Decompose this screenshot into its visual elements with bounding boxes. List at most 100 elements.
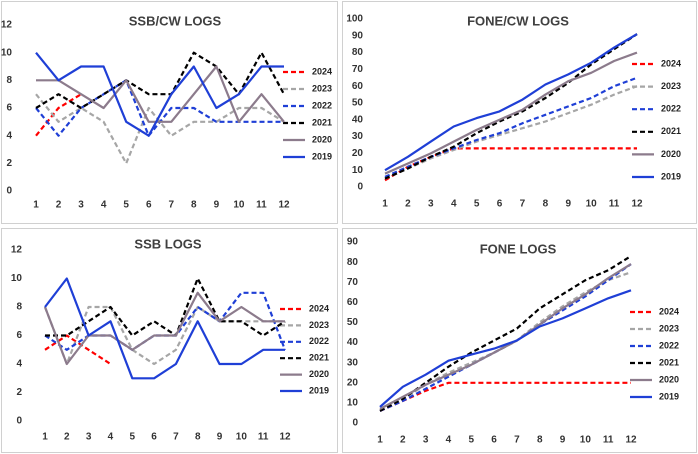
y-tick-label: 70 — [352, 64, 364, 75]
legend-label: 2021 — [312, 117, 332, 127]
x-tick-label: 9 — [565, 199, 571, 210]
y-tick-label: 90 — [347, 237, 359, 248]
chart-title: SSB/CW LOGS — [129, 13, 222, 28]
legend-label: 2020 — [661, 149, 681, 159]
y-tick-label: 10 — [352, 165, 364, 176]
x-tick-label: 5 — [468, 435, 474, 446]
x-tick-label: 6 — [491, 435, 497, 446]
series-line — [36, 65, 285, 123]
y-tick-label: 6 — [16, 330, 22, 341]
legend-label: 2021 — [659, 357, 679, 367]
x-tick-label: 11 — [258, 432, 269, 443]
x-tick-label: 4 — [108, 432, 114, 443]
x-tick-label: 1 — [42, 432, 48, 443]
x-tick-label: 8 — [543, 199, 549, 210]
x-tick-label: 7 — [520, 199, 526, 210]
x-tick-label: 3 — [86, 432, 92, 443]
y-tick-label: 100 — [346, 14, 363, 25]
series-line — [44, 277, 285, 380]
x-tick-label: 6 — [497, 199, 503, 210]
y-tick-label: 2 — [6, 158, 12, 169]
x-tick-label: 4 — [101, 200, 107, 211]
y-tick-label: 4 — [6, 130, 12, 141]
legend-label: 2019 — [312, 151, 332, 161]
y-tick-label: 80 — [352, 47, 364, 58]
legend-label: 2024 — [312, 66, 332, 76]
x-tick-label: 3 — [428, 199, 434, 210]
y-tick-label: 40 — [352, 114, 364, 125]
x-tick-label: 7 — [168, 200, 174, 211]
y-tick-label: 0 — [352, 418, 358, 429]
x-tick-label: 10 — [580, 435, 592, 446]
legend-label: 2022 — [661, 104, 681, 114]
y-tick-label: 6 — [6, 103, 12, 114]
x-tick-label: 1 — [33, 200, 39, 211]
legend-label: 2023 — [309, 320, 329, 330]
x-tick-label: 10 — [233, 200, 245, 211]
x-tick-label: 2 — [400, 435, 406, 446]
y-tick-label: 2 — [16, 387, 22, 398]
legend-label: 2022 — [309, 336, 329, 346]
series-line — [35, 93, 285, 165]
legend-label: 2024 — [309, 303, 329, 313]
series-line — [379, 289, 632, 408]
panel — [342, 1, 697, 224]
legend-label: 2019 — [659, 391, 679, 401]
legend-label: 2022 — [312, 100, 332, 110]
y-tick-label: 20 — [347, 377, 359, 388]
panel — [1, 1, 338, 224]
series-line — [384, 147, 637, 182]
x-tick-label: 9 — [214, 200, 220, 211]
x-tick-label: 12 — [279, 432, 291, 443]
y-tick-label: 60 — [352, 81, 364, 92]
legend-label: 2023 — [661, 81, 681, 91]
y-tick-label: 0 — [16, 416, 22, 427]
y-tick-label: 50 — [352, 98, 364, 109]
x-tick-label: 10 — [586, 199, 598, 210]
x-tick-label: 9 — [217, 432, 223, 443]
y-tick-label: 0 — [6, 186, 12, 197]
x-tick-label: 8 — [191, 200, 197, 211]
y-tick-label: 70 — [347, 277, 359, 288]
chart-title: FONE LOGS — [480, 241, 557, 256]
series-line — [384, 33, 638, 172]
series-line — [379, 263, 632, 412]
chart-title: FONE/CW LOGS — [467, 13, 569, 28]
x-tick-label: 11 — [256, 200, 267, 211]
y-tick-label: 12 — [11, 245, 23, 256]
x-tick-label: 11 — [609, 199, 620, 210]
legend-label: 2019 — [661, 171, 681, 181]
series-line — [379, 263, 632, 410]
x-tick-label: 1 — [382, 199, 388, 210]
x-tick-label: 12 — [625, 435, 637, 446]
y-tick-label: 50 — [347, 317, 359, 328]
y-tick-label: 80 — [347, 257, 359, 268]
y-tick-label: 40 — [347, 337, 359, 348]
x-tick-label: 11 — [603, 435, 614, 446]
series-line — [384, 33, 638, 180]
series-line — [44, 334, 112, 365]
legend-label: 2021 — [309, 353, 329, 363]
y-tick-label: 4 — [16, 359, 22, 370]
x-tick-label: 5 — [129, 432, 135, 443]
series-line — [384, 76, 638, 178]
x-tick-label: 4 — [451, 199, 457, 210]
legend-label: 2020 — [312, 134, 332, 144]
x-tick-label: 8 — [195, 432, 201, 443]
legend-label: 2022 — [659, 340, 679, 350]
y-tick-label: 10 — [11, 273, 23, 284]
x-tick-label: 9 — [560, 435, 566, 446]
x-tick-label: 12 — [278, 200, 290, 211]
y-tick-label: 0 — [357, 182, 363, 193]
y-tick-label: 8 — [6, 75, 12, 86]
y-tick-label: 20 — [352, 148, 364, 159]
x-tick-label: 10 — [236, 432, 248, 443]
series-line — [35, 52, 284, 137]
x-tick-label: 12 — [631, 199, 643, 210]
series-line — [43, 291, 285, 366]
legend-label: 2023 — [659, 323, 679, 333]
x-tick-label: 5 — [474, 199, 480, 210]
series-line — [35, 51, 285, 110]
legend-label: 2024 — [661, 58, 681, 68]
